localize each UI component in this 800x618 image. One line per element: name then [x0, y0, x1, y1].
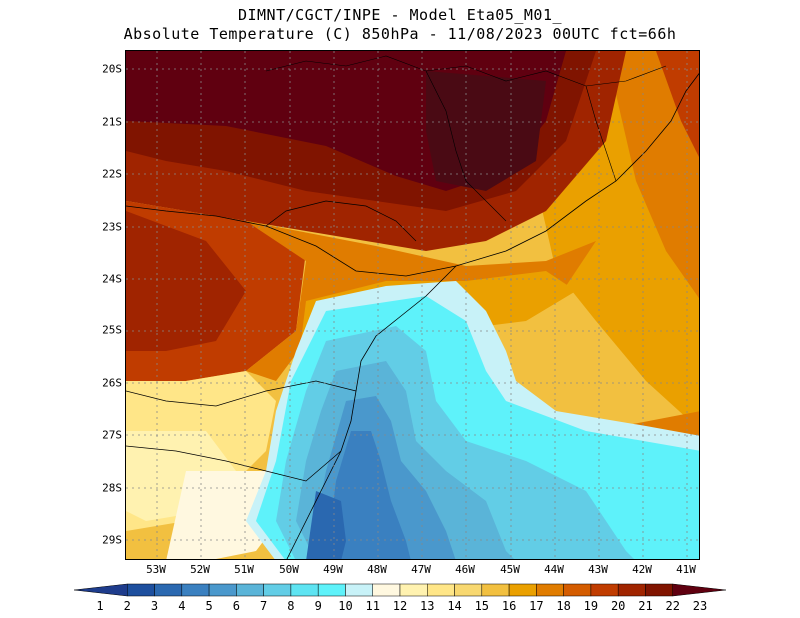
colorbar-label: 16 [502, 599, 516, 613]
colorbar-segment [536, 583, 564, 597]
colorbar-segment [399, 583, 428, 597]
colorbar-label: 4 [178, 599, 185, 613]
colorbar-label: 23 [693, 599, 707, 613]
lon-label-47w: 47W [411, 563, 431, 576]
lat-label-29s: 29S [102, 533, 122, 547]
lat-label-20s: 20S [102, 62, 122, 76]
state-border-sc-rs [126, 445, 342, 482]
coastline-north [126, 72, 699, 277]
colorbar-label: 14 [447, 599, 461, 613]
field-east-red [656, 51, 699, 157]
colorbar-segment [617, 583, 646, 597]
colorbar-segment [427, 583, 455, 597]
field-north-core [426, 71, 546, 191]
colorbar-label: 21 [638, 599, 652, 613]
colorbar-label: 3 [151, 599, 158, 613]
colorbar-segment [181, 583, 210, 597]
field-sw-cream [166, 471, 286, 559]
colorbar-segment [154, 583, 183, 597]
state-border-mg-sp [425, 70, 507, 222]
colorbar-segment [236, 583, 264, 597]
lon-label-41w: 41W [676, 563, 696, 576]
colorbar-segment [672, 583, 727, 597]
colorbar-label: 15 [475, 599, 489, 613]
lat-label-23s: 23S [102, 220, 122, 234]
lon-label-44w: 44W [544, 563, 564, 576]
colorbar-segment [345, 583, 373, 597]
colorbar-label: 17 [529, 599, 543, 613]
lat-label-24s: 24S [102, 272, 122, 286]
colorbar-label: 1 [96, 599, 103, 613]
grid-lines [126, 51, 699, 559]
field-east-deep-orange [606, 51, 699, 299]
colorbar-segment [317, 583, 346, 597]
colorbar-segment [454, 583, 483, 597]
colorbar-label: 22 [666, 599, 680, 613]
map-title-line-1: DIMNT/CGCT/INPE - Model Eta05_M01_ [237, 6, 563, 24]
colorbar-segment [263, 583, 292, 597]
field-cold-deepblue [331, 431, 411, 559]
colorbar-label: 8 [287, 599, 294, 613]
lat-label-28s: 28S [102, 481, 122, 495]
colorbar-label: 19 [584, 599, 598, 613]
colorbar-label: 12 [393, 599, 407, 613]
colorbar-segment [481, 583, 510, 597]
temperature-field [126, 51, 699, 559]
colorbar-label: 2 [124, 599, 131, 613]
state-border-north [265, 55, 667, 87]
colorbar-segment [290, 583, 319, 597]
lat-label-25s: 25S [102, 323, 122, 337]
colorbar-label: 13 [420, 599, 434, 613]
colorbar-labels: 1 2 3 4 5 6 7 8 9 10 11 12 13 14 15 16 17 18 19 20 21 22 23 [96, 599, 707, 613]
state-border-sp-pr [265, 200, 417, 242]
lat-label-27s: 27S [102, 428, 122, 442]
colorbar-label: 10 [338, 599, 352, 613]
colorbar-segments [73, 583, 727, 597]
lon-label-49w: 49W [323, 563, 343, 576]
colorbar-label: 11 [366, 599, 380, 613]
colorbar-segment [73, 583, 128, 597]
colorbar-segment [208, 583, 237, 597]
state-border-pr-sc [126, 380, 357, 407]
lon-label-50w: 50W [279, 563, 299, 576]
lon-label-46w: 46W [455, 563, 475, 576]
colorbar: 1 2 3 4 5 6 7 8 9 10 11 12 13 14 15 16 17 18 19 20 21 22 23 [73, 583, 727, 613]
field-west-darkred [126, 211, 246, 351]
lon-label-52w: 52W [190, 563, 210, 576]
lon-label-42w: 42W [632, 563, 652, 576]
colorbar-label: 7 [260, 599, 267, 613]
colorbar-segment [372, 583, 401, 597]
field-cold-core [306, 491, 346, 559]
colorbar-label: 20 [611, 599, 625, 613]
colorbar-label: 6 [233, 599, 240, 613]
colorbar-label: 9 [315, 599, 322, 613]
colorbar-segment [127, 583, 155, 597]
colorbar-label: 5 [205, 599, 212, 613]
lon-label-45w: 45W [500, 563, 520, 576]
lat-label-21s: 21S [102, 115, 122, 129]
lat-label-26s: 26S [102, 376, 122, 390]
colorbar-segment [563, 583, 592, 597]
colorbar-label: 18 [556, 599, 570, 613]
state-border-mg-rj [585, 85, 617, 182]
map-title-line-2: Absolute Temperature (C) 850hPa - 11/08/… [123, 25, 677, 43]
coastline-south [286, 265, 457, 559]
lon-label-53w: 53W [146, 563, 166, 576]
colorbar-segment [508, 583, 537, 597]
lon-label-43w: 43W [588, 563, 608, 576]
colorbar-segment [645, 583, 673, 597]
temperature-map [125, 50, 700, 560]
lon-label-51w: 51W [234, 563, 254, 576]
lat-label-22s: 22S [102, 167, 122, 181]
colorbar-segment [590, 583, 619, 597]
lon-label-48w: 48W [367, 563, 387, 576]
